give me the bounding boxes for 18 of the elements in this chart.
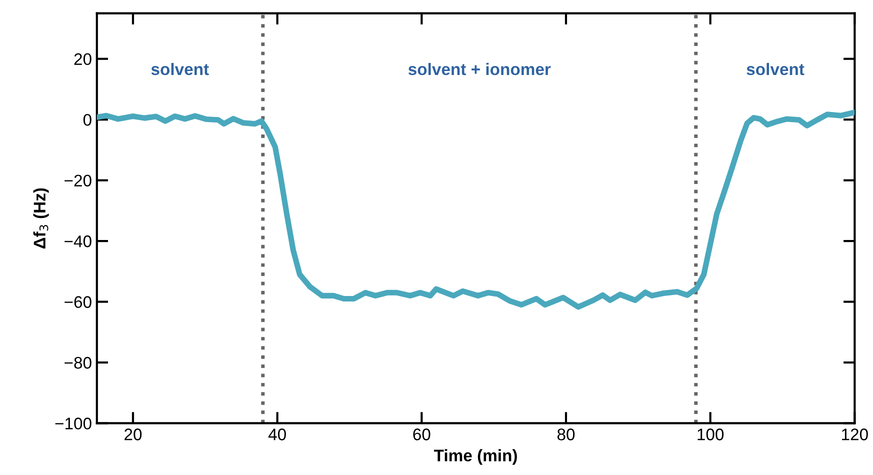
annotation: solvent (746, 62, 804, 76)
y-tick-label: −40 (64, 235, 92, 248)
y-axis-title: Δf$_{3}$ (Hz) (33, 188, 49, 249)
annotation: solvent (151, 62, 209, 76)
x-tick-label: 40 (268, 428, 286, 440)
x-axis-title: Time (min) (434, 449, 517, 465)
x-tick-label: 100 (698, 428, 724, 440)
y-tick-label: −60 (64, 296, 92, 308)
annotation: solvent + ionomer (408, 62, 551, 76)
y-tick-label: −20 (64, 174, 92, 187)
y-tick-label: −100 (55, 418, 92, 430)
x-tick-label: 120 (842, 428, 868, 440)
y-tick-label: 20 (74, 53, 92, 66)
x-tick-label: 20 (124, 428, 142, 440)
y-tick-label: 0 (83, 114, 92, 126)
x-tick-label: 60 (413, 428, 430, 440)
x-tick-label: 80 (557, 428, 575, 440)
y-tick-label: −80 (64, 356, 92, 369)
